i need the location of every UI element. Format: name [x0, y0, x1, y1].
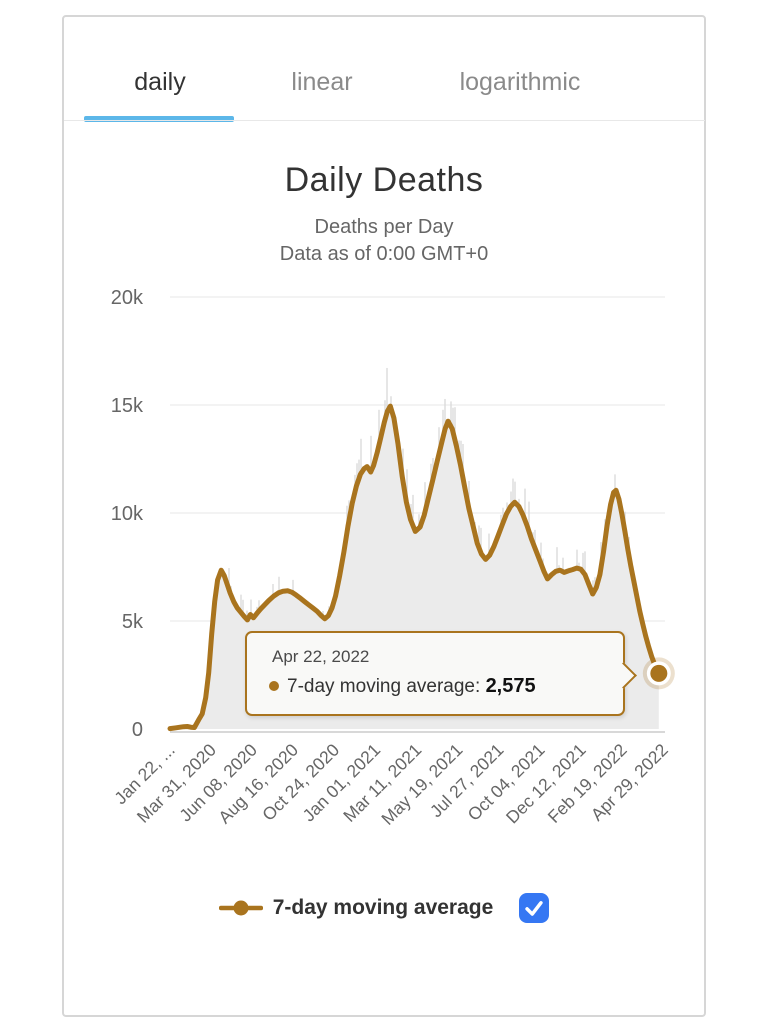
- svg-text:10k: 10k: [111, 503, 144, 525]
- svg-text:20k: 20k: [111, 287, 144, 309]
- svg-text:0: 0: [132, 719, 143, 741]
- svg-text:15k: 15k: [111, 395, 144, 417]
- tab-divider: [64, 120, 705, 121]
- svg-text:5k: 5k: [122, 611, 144, 633]
- tab-linear[interactable]: linear: [291, 68, 353, 96]
- tooltip-value: 2,575: [485, 675, 536, 697]
- chart-subtitle-1: Deaths per Day: [314, 216, 454, 238]
- series-checkbox[interactable]: [519, 893, 550, 923]
- legend-series-label[interactable]: 7-day moving average: [272, 896, 494, 919]
- chart-subtitle-2: Data as of 0:00 GMT+0: [279, 243, 489, 265]
- chart-tooltip: Apr 22, 2022 7-day moving average: 2,575: [245, 631, 637, 716]
- tab-daily[interactable]: daily: [134, 68, 186, 96]
- tooltip-series-label: 7-day moving average:: [287, 676, 481, 697]
- legend: 7-day moving average: [0, 893, 768, 923]
- checkmark-icon: [525, 901, 543, 916]
- active-tab-underline: [84, 116, 234, 122]
- tooltip-date: Apr 22, 2022: [272, 647, 370, 666]
- legend-series-marker-icon: [218, 900, 263, 916]
- tooltip-series-line: 7-day moving average: 2,575: [269, 675, 536, 698]
- chart-title: Daily Deaths: [284, 161, 484, 199]
- series-bullet-icon: [269, 681, 279, 691]
- tab-logarithmic[interactable]: logarithmic: [459, 68, 581, 96]
